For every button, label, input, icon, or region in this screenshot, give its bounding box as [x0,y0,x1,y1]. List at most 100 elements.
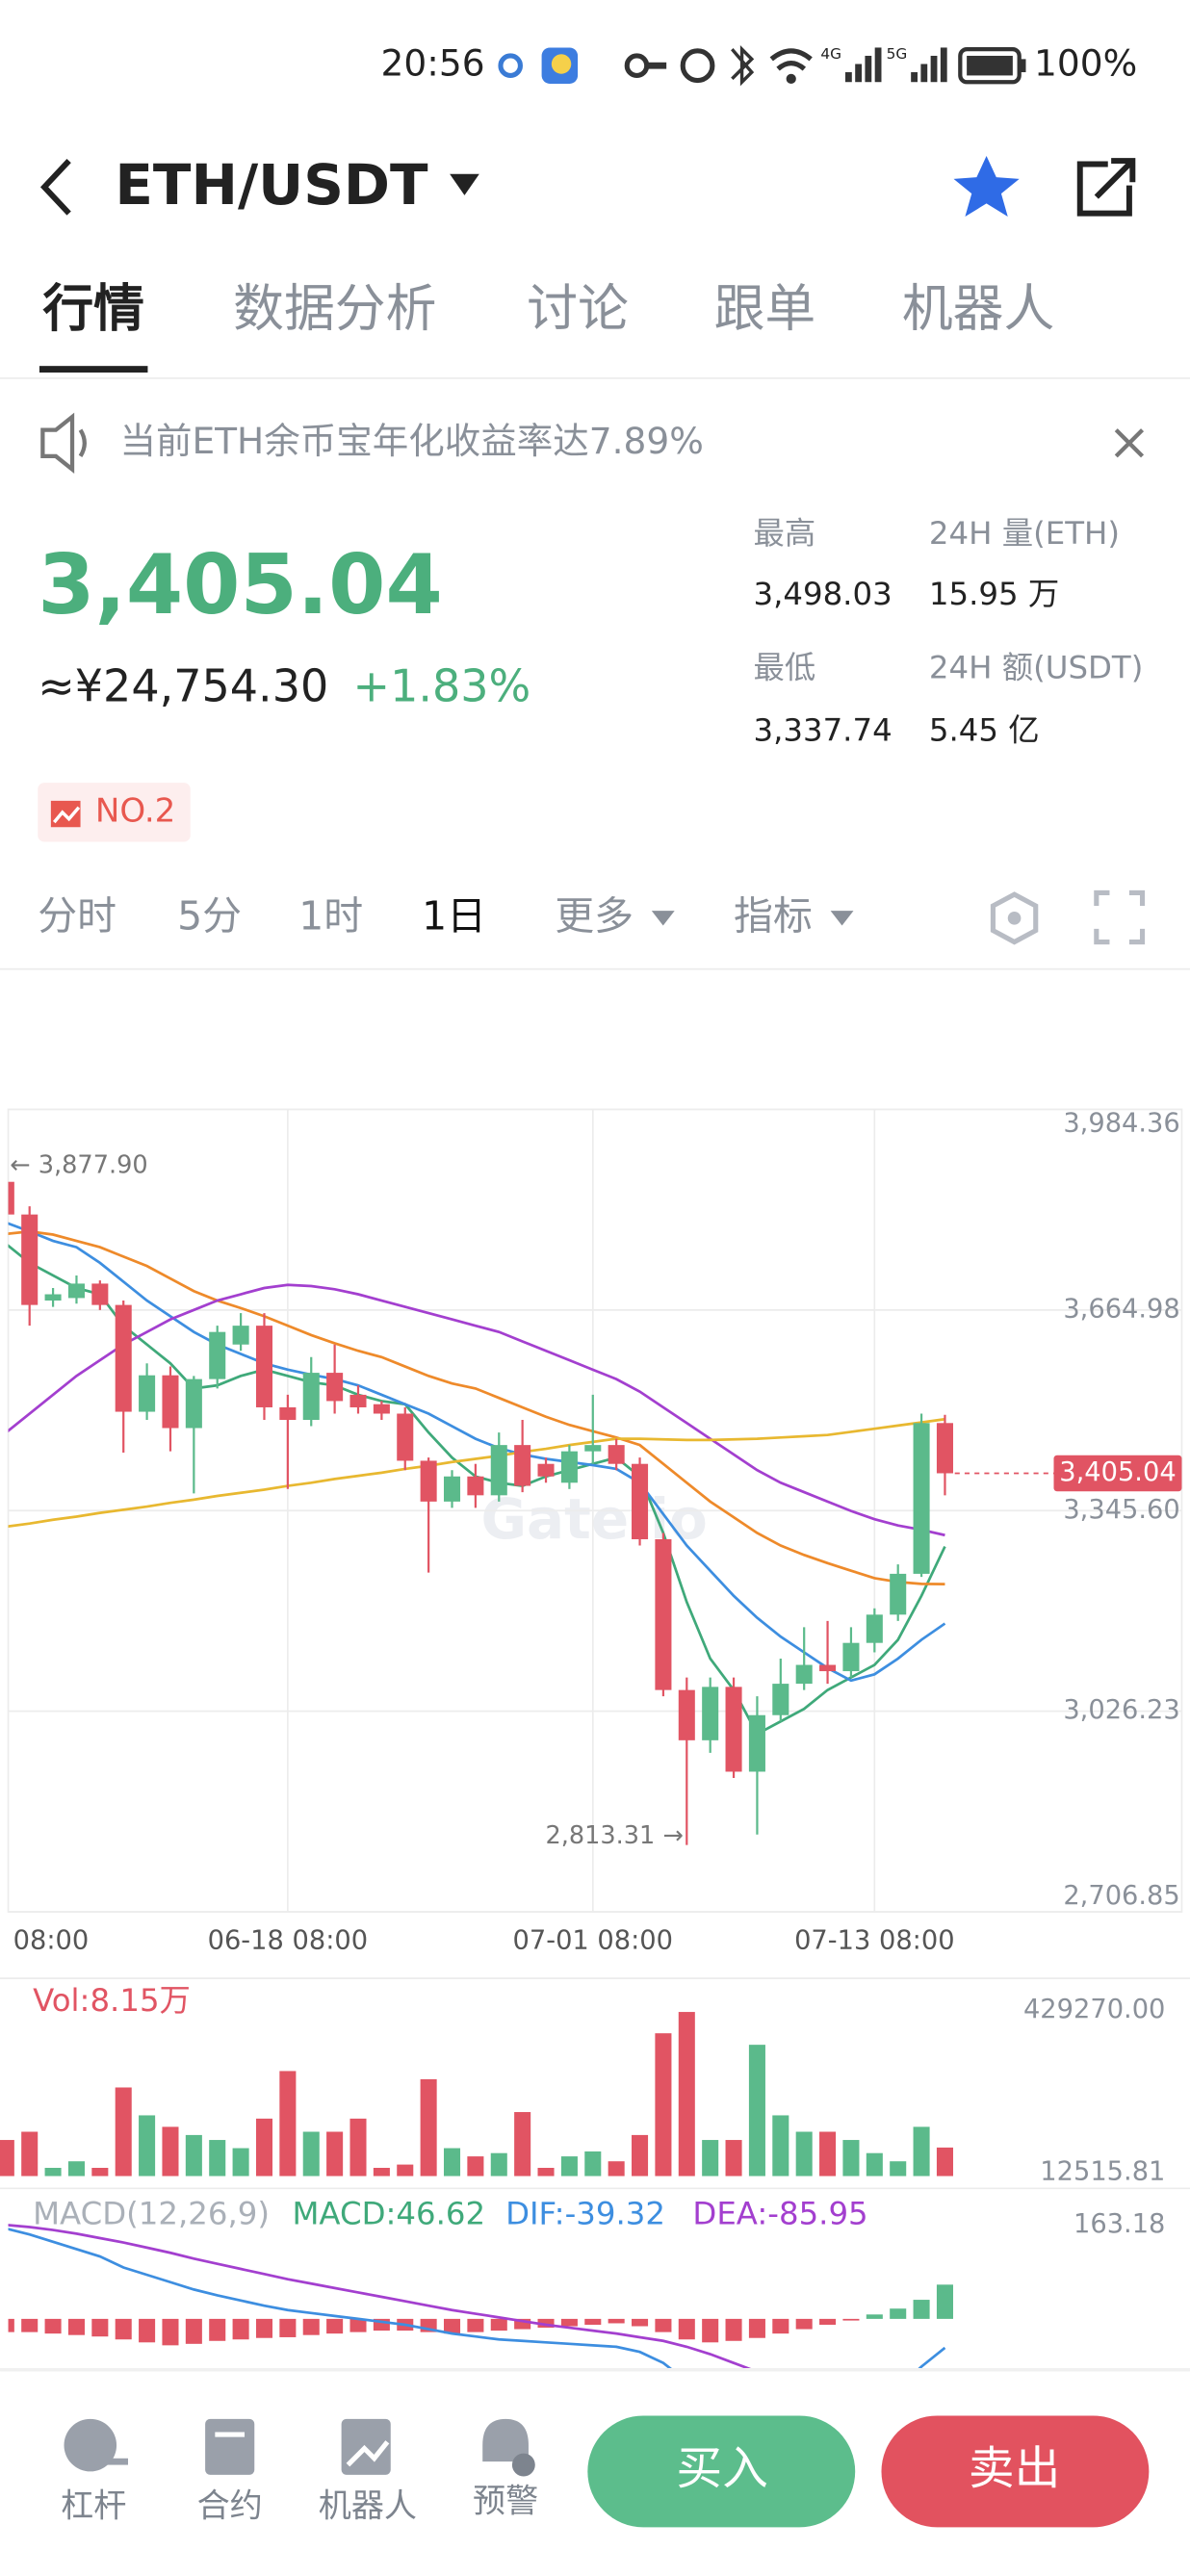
volume-bar [209,2140,226,2177]
y-tick-label: 2,706.85 [1063,1881,1179,1911]
status-icons [624,45,1026,87]
tab[interactable]: 跟单 [714,280,816,339]
candle-body [936,1423,953,1474]
candle-body [397,1413,414,1461]
candle-body [67,1283,85,1299]
fullscreen-icon[interactable] [1094,889,1146,945]
dropdown-caret [830,911,854,926]
price-cny: ≈¥24,754.30 [38,660,328,712]
candle-body [772,1684,789,1715]
macd-bar [162,2318,179,2346]
buy-button[interactable] [587,2415,856,2528]
interval[interactable]: 更多 [555,893,634,940]
macd-bar [443,2318,461,2334]
volume-bar [21,2131,39,2177]
volume-bar [91,2168,109,2177]
macd-legend: DEA:-85.95 [692,2195,867,2231]
interval[interactable]: 1时 [298,893,363,940]
tab[interactable]: 讨论 [527,280,629,339]
candle-body [632,1463,649,1540]
x-tick-label: 08:00 [13,1925,90,1955]
ma-line [8,1283,945,1537]
macd-bar [913,2300,930,2319]
stat-value: 3,337.74 [754,711,892,748]
candle-body [232,1326,249,1345]
macd-bar [139,2318,156,2343]
candle-body [443,1476,461,1502]
candle-body [349,1394,367,1407]
notice-text[interactable]: 当前ETH余币宝年化收益率达7.89% [119,420,703,462]
tab[interactable]: 机器人 [902,280,1054,339]
volume-bar [819,2131,837,2177]
watermark: Gate.io [480,1486,707,1552]
macd-bar [302,2318,320,2335]
volume-bar [913,2126,930,2177]
back-button[interactable] [39,159,71,216]
divider [0,2187,1190,2190]
y-tick-label: 3,984.36 [1063,1108,1179,1138]
x-tick-label: 07-01 08:00 [513,1925,673,1955]
volume-bar [632,2134,649,2177]
macd-bar [91,2318,109,2337]
stat-value: 5.45 亿 [929,711,1040,748]
candle-body [537,1463,555,1477]
nav-item[interactable]: 机器人 [319,2486,417,2525]
divider [0,967,1190,970]
candle-body [702,1687,719,1740]
volume-bar [842,2140,860,2177]
macd-bar [795,2318,813,2330]
stat-value: 3,498.03 [754,576,892,612]
volume-bar [655,2033,672,2177]
sell-button[interactable] [881,2415,1150,2528]
macd-bar [467,2318,484,2332]
candle-body [209,1331,226,1379]
rank-text: NO.2 [95,791,175,830]
macd-bar [8,2318,14,2332]
interval[interactable]: 1日 [422,893,486,940]
tab[interactable]: 行情 [42,280,144,339]
volume-bar [139,2115,156,2177]
last-price: 3,405.04 [38,538,443,633]
volume-bar [584,2151,602,2177]
interval[interactable]: 5分 [177,893,242,940]
volume-bar [748,2045,765,2177]
volume-bar [560,2156,578,2177]
sell-label: 卖出 [969,2442,1060,2495]
divider [0,377,1190,379]
candle-body [560,1451,578,1483]
macd-bar [702,2318,719,2343]
pair-title[interactable]: ETH/USDT [115,152,428,218]
candle-body [162,1375,179,1429]
nav-item[interactable]: 预警 [473,2482,538,2520]
dea-line [8,2224,752,2369]
stat-label: 最低 [754,650,816,686]
macd-bar [115,2318,132,2340]
interval[interactable]: 分时 [38,893,116,940]
nav-item[interactable]: 合约 [197,2486,263,2525]
volume-bar [326,2131,344,2177]
volume-bar [185,2134,202,2177]
candle-body [678,1689,695,1740]
candle-body [21,1214,39,1305]
candle-body [514,1445,531,1486]
macd-tick-label: 163.18 [1074,2209,1165,2239]
volume-tick-label: 429270.00 [1023,1995,1165,2024]
macd-bar [748,2318,765,2338]
share-button[interactable] [1076,158,1136,217]
favorite-star[interactable] [953,155,1020,218]
close-notice[interactable] [1114,428,1145,458]
candle-body [91,1283,109,1305]
pair-dropdown[interactable] [450,173,479,195]
settings-icon[interactable] [990,891,1039,945]
macd-plot [8,2224,953,2369]
candle-body [608,1445,625,1464]
interval[interactable]: 指标 [734,893,813,940]
volume-bar [678,2012,695,2177]
last-price-tag [1053,1455,1182,1492]
high-annotation: ← 3,877.90 [10,1151,147,1180]
status-icon [498,53,523,78]
y-tick-label: 3,026.23 [1063,1695,1179,1725]
nav-item[interactable]: 杠杆 [61,2486,126,2525]
tab[interactable]: 数据分析 [233,280,436,339]
